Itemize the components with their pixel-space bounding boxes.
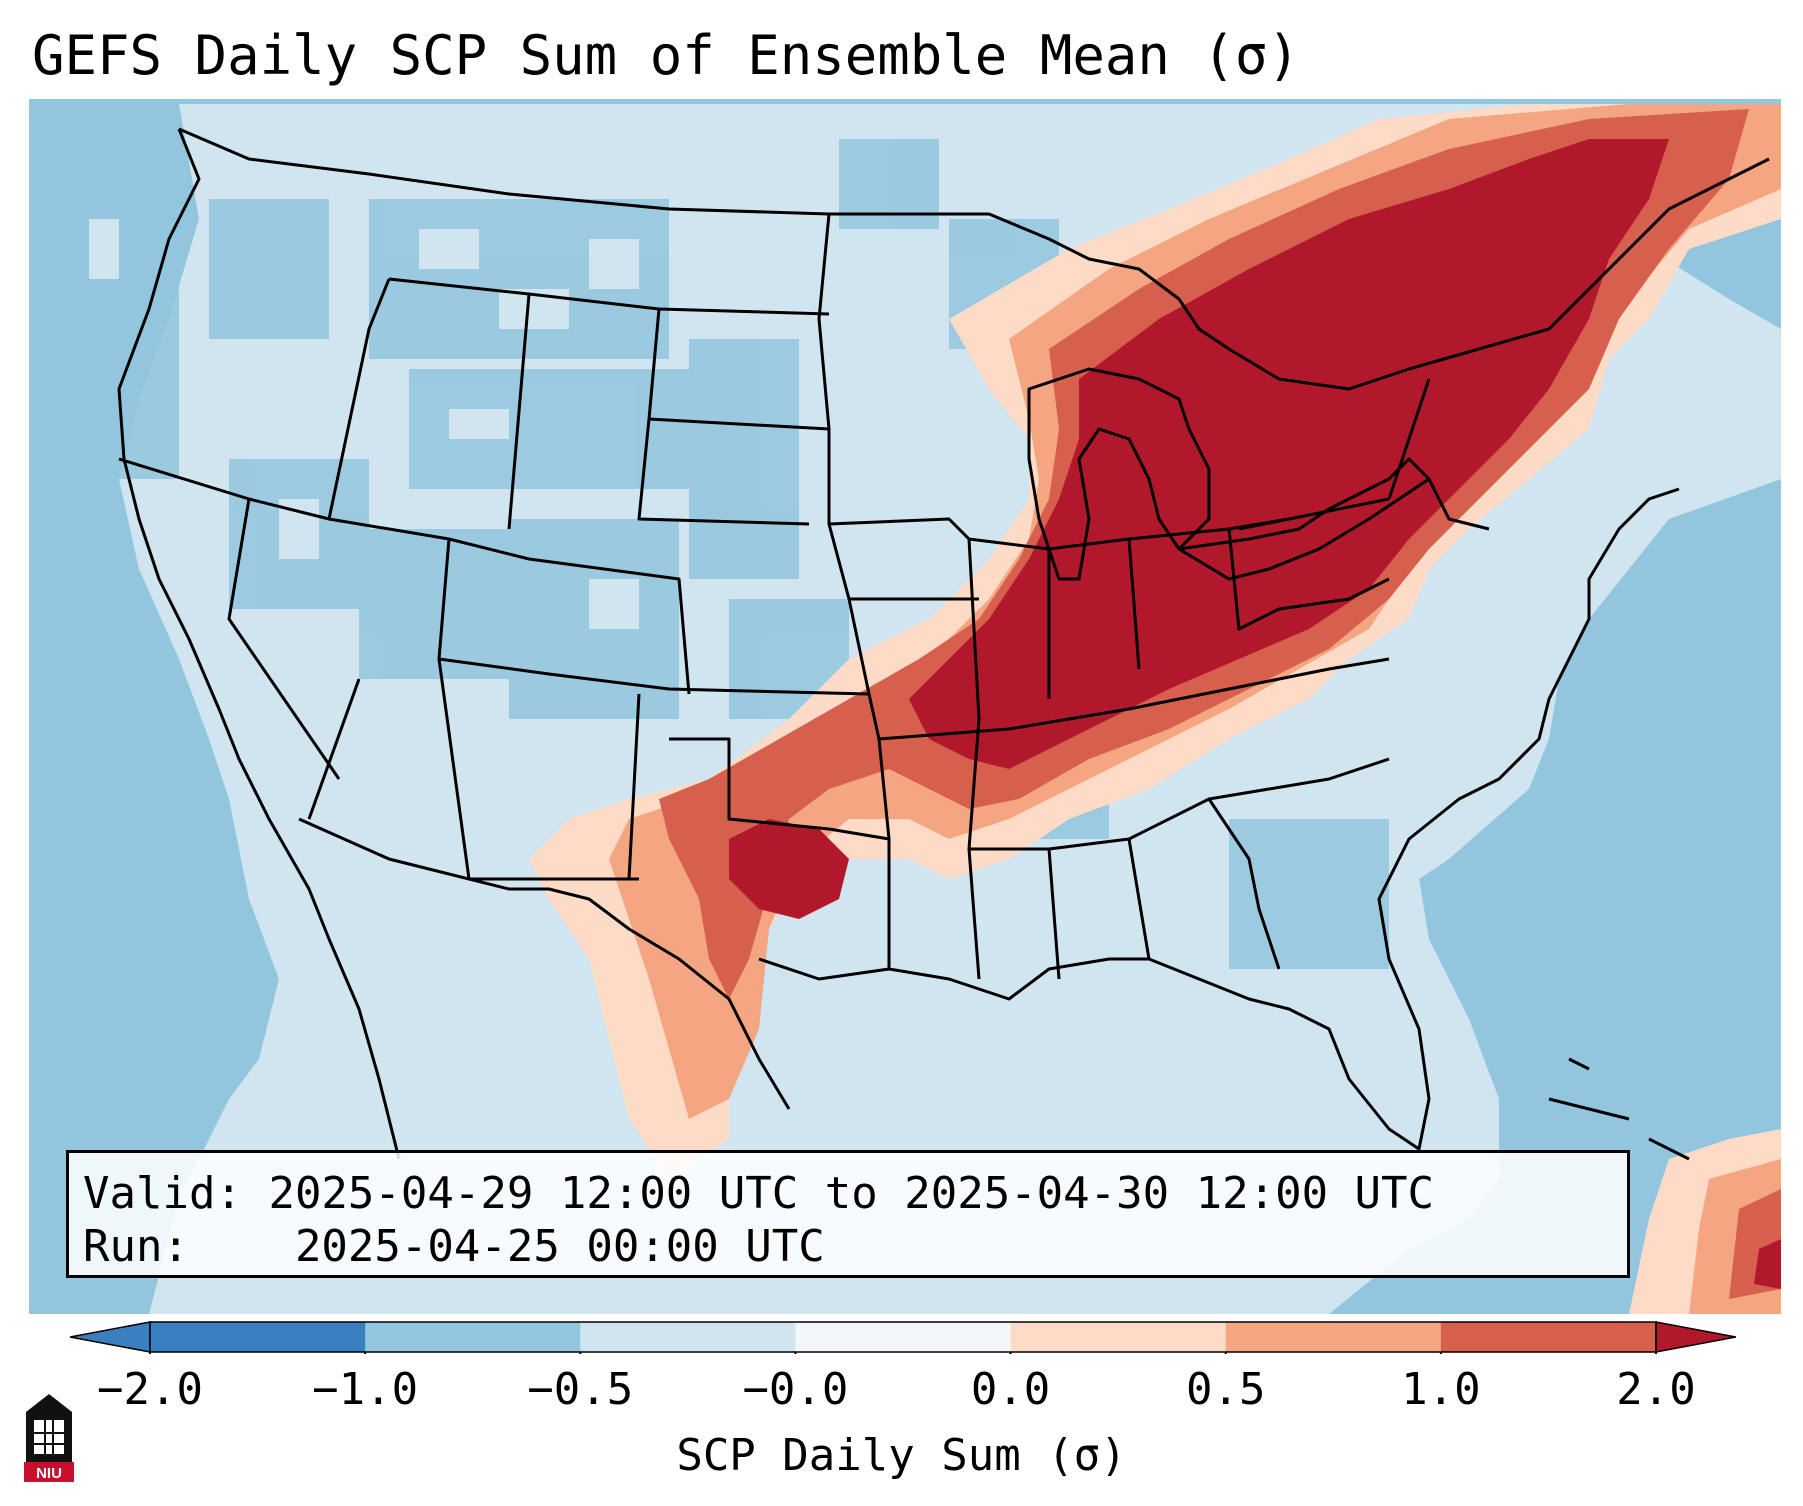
colorbar-outline: [149, 1321, 1657, 1353]
colorbar-tick-label: 0.0: [970, 1364, 1051, 1415]
colorbar-segment: [580, 1322, 796, 1352]
western-light-patches: [89, 219, 639, 629]
colorbar: [70, 1321, 1736, 1354]
colorbar-segment: [1440, 1322, 1657, 1352]
colorbar-tick-label: −0.0: [742, 1364, 849, 1415]
us-mexico-border: [298, 817, 791, 1110]
valid-value: 2025-04-29 12:00 UTC to 2025-04-30 12:00…: [268, 1168, 1435, 1219]
colorbar-tick-label: −2.0: [97, 1364, 203, 1415]
niu-logo: NIU: [24, 1394, 74, 1482]
western-speckle: [29, 99, 1389, 1129]
valid-run-info-box: Valid: 2025-04-29 12:00 UTC to 2025-04-3…: [66, 1150, 1630, 1278]
page-title: GEFS Daily SCP Sum of Ensemble Mean (σ): [32, 24, 1300, 87]
map-panel[interactable]: [29, 99, 1781, 1314]
state-lines-central: [817, 213, 1490, 980]
colorbar-segment: [1010, 1322, 1227, 1352]
west-coastline: [117, 128, 401, 1160]
caribbean-islands: [1548, 1057, 1690, 1161]
colorbar-right-extend: [1655, 1321, 1736, 1353]
logo-window-icon: [34, 1420, 64, 1454]
scp-band-high-east: [1754, 1239, 1781, 1289]
us-canada-border: [178, 127, 1770, 391]
boundaries: [117, 127, 1770, 1161]
colorbar-left-extend: [70, 1321, 151, 1353]
scp-map[interactable]: [29, 99, 1781, 1314]
colorbar-tick-label: −1.0: [312, 1364, 419, 1415]
colorbar-tick-label: 0.5: [1185, 1364, 1266, 1415]
colorbar-segment: [795, 1322, 1012, 1352]
gulf-east-coastline: [758, 487, 1680, 1151]
colorbar-segment: [150, 1322, 366, 1352]
colorbar-tick-label: 1.0: [1401, 1364, 1481, 1415]
logo-text: NIU: [36, 1465, 62, 1482]
scp-band-high: [909, 139, 1669, 769]
state-lines-west: [118, 277, 891, 969]
colorbar-segment: [1225, 1322, 1442, 1352]
colorbar-label: SCP Daily Sum (σ): [676, 1430, 1127, 1481]
colorbar-segment: [365, 1322, 581, 1352]
run-label: Run:: [83, 1221, 189, 1272]
colorbar-segments: [150, 1322, 1657, 1352]
great-lakes: [1027, 367, 1431, 581]
scp-band-high-tx: [729, 819, 849, 919]
colorbar-tick-label: −0.5: [527, 1364, 634, 1415]
colorbar-tick-label: 2.0: [1616, 1364, 1696, 1415]
valid-label: Valid:: [83, 1168, 242, 1219]
run-value: 2025-04-25 00:00 UTC: [294, 1221, 825, 1272]
logo-banner: [24, 1462, 74, 1482]
